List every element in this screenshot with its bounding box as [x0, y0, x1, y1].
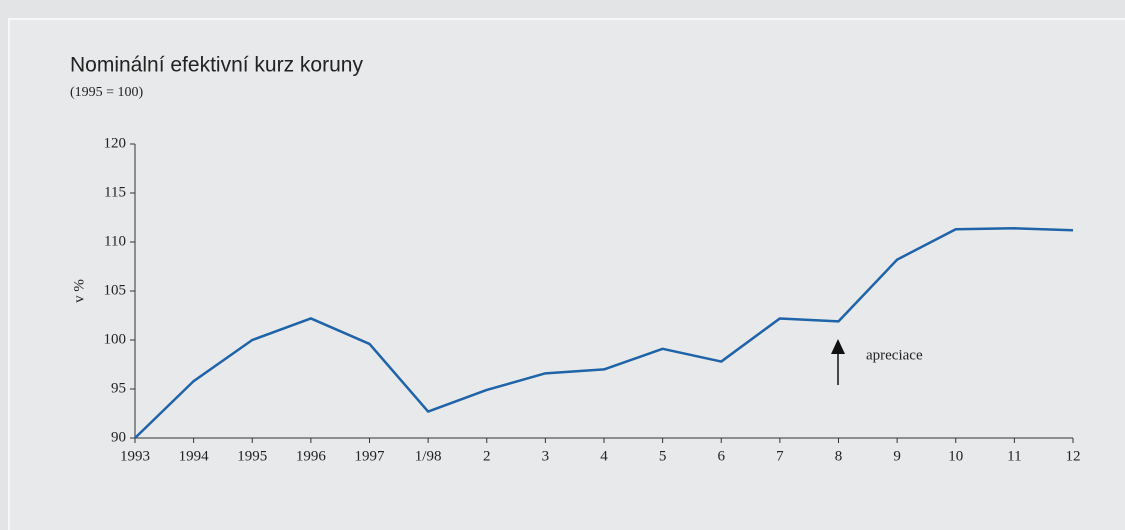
x-tick-label: 1993: [120, 448, 150, 464]
y-tick-label: 120: [104, 135, 127, 151]
x-tick-label: 1995: [237, 448, 267, 464]
y-tick-label: 95: [111, 380, 126, 396]
y-tick-label: 90: [111, 429, 126, 445]
x-tick-label: 8: [835, 448, 843, 464]
x-tick-label: 9: [893, 448, 901, 464]
y-axis-label: v %: [71, 279, 87, 303]
x-tick-label: 1/98: [415, 448, 442, 464]
chart-subtitle: (1995 = 100): [70, 85, 144, 100]
x-tick-label: 2: [483, 448, 491, 464]
y-tick-label: 115: [104, 184, 126, 200]
y-tick-label: 110: [104, 233, 126, 249]
data-line: [134, 227, 1074, 439]
x-tick-label: 3: [542, 448, 550, 464]
x-tick-label: 10: [948, 448, 963, 464]
x-tick-label: 6: [718, 448, 726, 464]
x-tick-label: 1997: [355, 448, 386, 464]
annotation-arrowhead: [831, 339, 845, 354]
x-tick-label: 4: [600, 448, 608, 464]
x-tick-label: 5: [659, 448, 667, 464]
chart-title: Nominální efektivní kurz koruny: [70, 54, 363, 77]
x-tick-label: 1994: [179, 448, 210, 464]
y-tick-label: 100: [104, 331, 127, 347]
x-tick-label: 12: [1066, 448, 1081, 464]
panel: [8, 18, 1125, 530]
annotation: apreciace: [866, 347, 923, 363]
x-tick-label: 1996: [296, 448, 327, 464]
x-tick-label: 7: [776, 448, 784, 464]
y-tick-label: 105: [104, 282, 127, 298]
x-tick-label: 11: [1007, 448, 1021, 464]
